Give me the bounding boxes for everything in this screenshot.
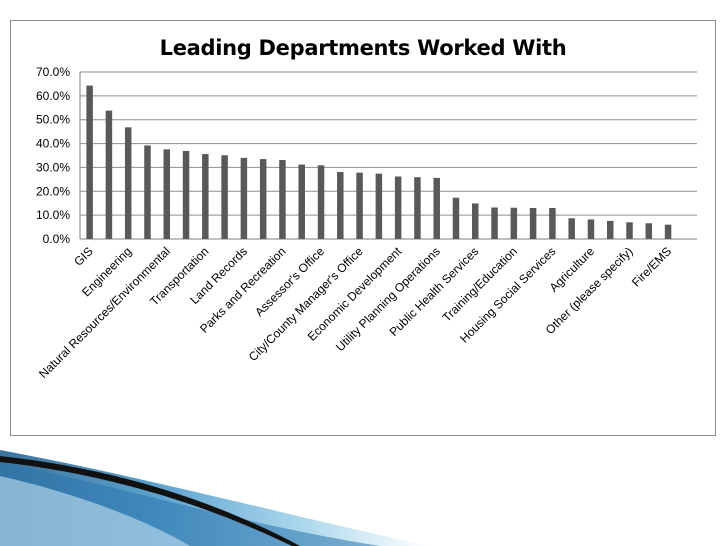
bar <box>664 224 672 239</box>
bar <box>452 197 460 239</box>
bar <box>491 207 498 239</box>
chart-title: Leading Departments Worked With <box>159 36 567 60</box>
y-tick-label: 40.0% <box>36 137 70 151</box>
bar <box>375 173 383 239</box>
bar <box>587 219 595 239</box>
y-tick-label: 10.0% <box>36 208 70 222</box>
bar <box>433 177 440 239</box>
bar <box>414 177 421 239</box>
y-tick-label: 30.0% <box>36 160 70 174</box>
bar <box>221 155 228 239</box>
x-tick-label: GIS <box>71 244 96 269</box>
bar <box>606 220 614 239</box>
bar <box>529 207 537 239</box>
x-tick-label: Fire/EMS <box>629 244 674 289</box>
bar <box>240 157 248 239</box>
bar <box>298 164 305 239</box>
gridlines <box>79 71 697 240</box>
y-tick-label: 50.0% <box>36 113 70 127</box>
bar <box>356 172 363 239</box>
bar <box>279 160 286 239</box>
y-tick-labels: 0.0% 10.0% 20.0% 30.0% 40.0% 50.0% 60.0% 70.0% <box>36 65 70 246</box>
y-tick-label: 70.0% <box>36 65 70 79</box>
bar <box>549 207 556 239</box>
bar <box>510 207 518 239</box>
bar <box>163 149 171 239</box>
bar <box>317 165 325 239</box>
bar <box>202 154 209 239</box>
bar <box>259 159 267 239</box>
bar <box>568 218 575 239</box>
bar <box>144 145 151 239</box>
bar <box>337 171 344 239</box>
y-tick-label: 60.0% <box>36 89 70 103</box>
bar <box>124 127 132 239</box>
x-tick-label: Assessor's Office <box>252 244 327 319</box>
bar <box>645 223 653 239</box>
bars <box>86 85 672 239</box>
bar <box>182 150 190 239</box>
y-tick-label: 0.0% <box>43 232 71 246</box>
bar <box>105 110 113 239</box>
bar <box>472 203 479 239</box>
bar <box>86 85 93 239</box>
bar <box>626 222 633 239</box>
bar-chart: 0.0%10.0%20.0%30.0%40.0%50.0%60.0%70.0% … <box>36 65 697 381</box>
y-tick-label: 20.0% <box>36 184 70 198</box>
decorative-swoosh <box>0 450 430 546</box>
bar <box>394 176 402 239</box>
